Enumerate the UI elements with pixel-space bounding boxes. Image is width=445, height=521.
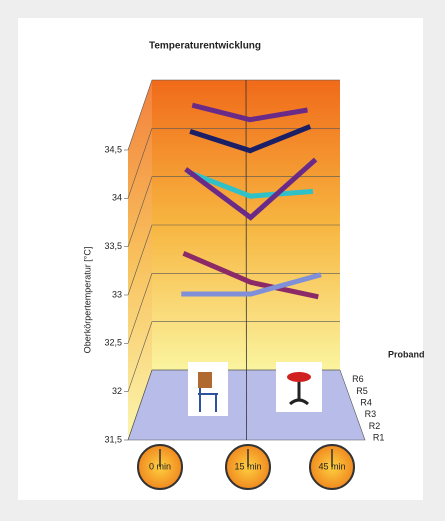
series-line [182, 251, 319, 300]
z-tick-label: R5 [356, 386, 368, 396]
grid-line [127, 224, 340, 296]
chart-title: Temperaturentwicklung [149, 41, 261, 52]
series-line [181, 272, 322, 297]
center-line [245, 79, 247, 441]
pictures [188, 362, 322, 416]
z-tick-label: R3 [365, 409, 377, 419]
z-tick-label: R2 [369, 421, 381, 431]
series-line [184, 157, 318, 221]
y-axis-title: Oberkörpertemperatur [°C] [82, 247, 92, 354]
x-tick-label: 15 min [234, 461, 261, 471]
grid-line [127, 79, 340, 151]
chair-picture [188, 362, 228, 416]
stool-seat [287, 372, 311, 382]
chair-back [198, 372, 212, 388]
z-tick-label: R1 [373, 433, 385, 443]
grid-line [127, 176, 340, 247]
series-line [189, 124, 312, 154]
y-tick-label: 32 [112, 386, 122, 396]
y-tick-label: 33,5 [104, 241, 122, 251]
z-tick-label: R6 [352, 374, 364, 384]
x-tick-label: 45 min [318, 461, 345, 471]
x-tick-label: 0 min [149, 461, 171, 471]
y-tick-label: 33 [112, 289, 122, 299]
y-tick-label: 34,5 [104, 144, 122, 154]
series-line [186, 169, 314, 199]
y-tick-label: 34 [112, 193, 122, 203]
y-tick-label: 32,5 [104, 338, 122, 348]
grid-line [127, 321, 340, 392]
y-tick-label: 31,5 [104, 434, 122, 444]
grid-line [127, 273, 340, 344]
z-axis-title: Proband [388, 349, 425, 359]
grid-line [127, 128, 340, 199]
stool-base [289, 382, 309, 406]
series-line [191, 102, 308, 123]
z-tick-label: R4 [360, 398, 372, 408]
chair-frame [198, 388, 218, 412]
